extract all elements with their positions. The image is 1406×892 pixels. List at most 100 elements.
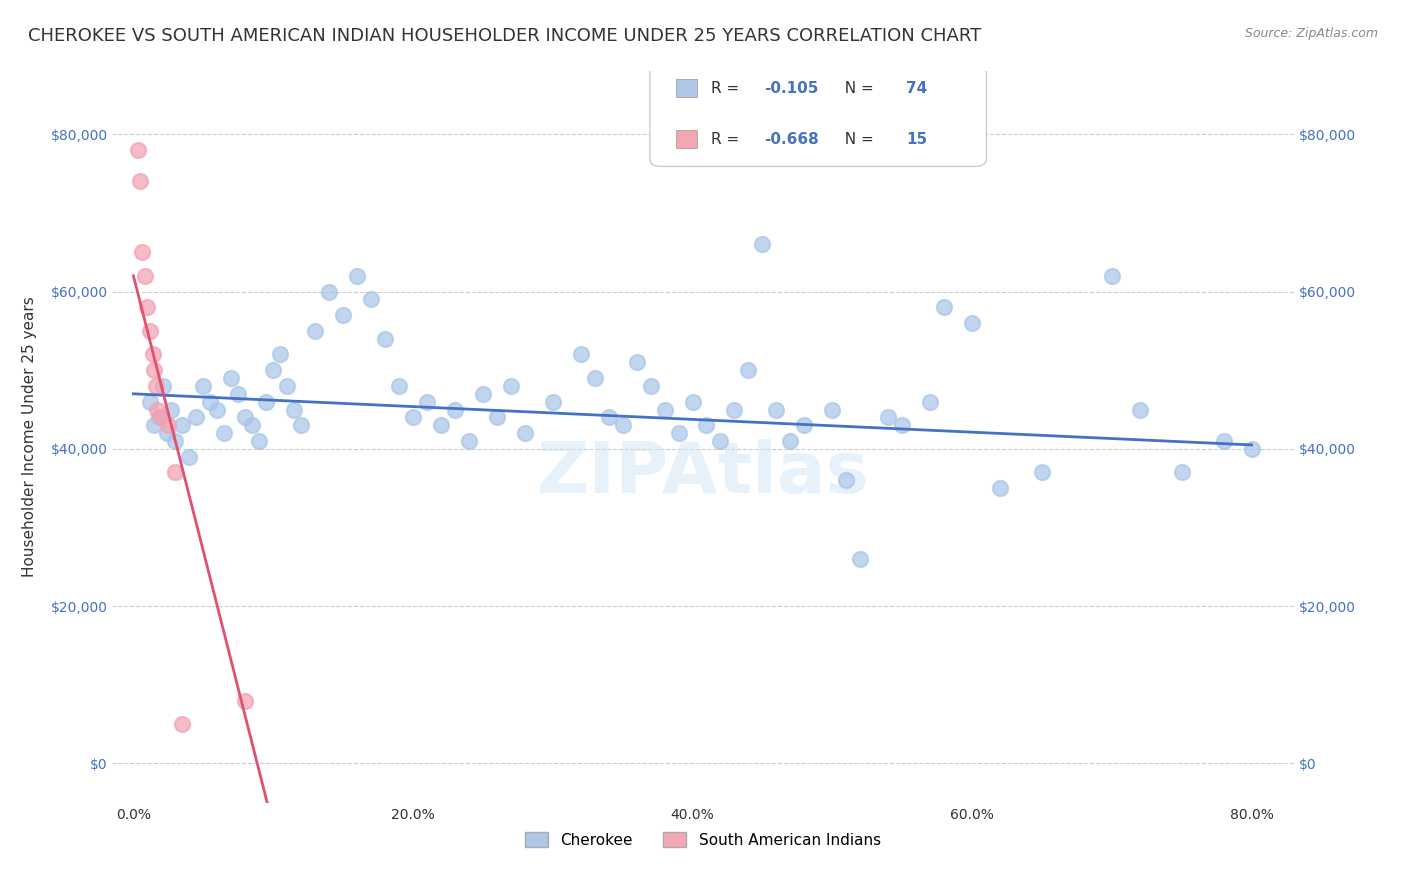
Point [960, 316, 983, 330]
Text: N =: N = [835, 132, 879, 147]
Point [346, 268, 368, 283]
Text: R =  -0.105   N = 74: R = -0.105 N = 74 [721, 110, 889, 128]
Point [1240, 442, 1263, 456]
Point [402, 410, 425, 425]
Point [240, 418, 263, 433]
Point [513, 426, 536, 441]
Point [598, 410, 620, 425]
Point [1101, 268, 1123, 283]
Point [737, 363, 759, 377]
Point [165, 434, 187, 448]
Text: R = -0.105: R = -0.105 [721, 110, 810, 128]
Text: 15: 15 [905, 132, 928, 147]
Point [143, 363, 166, 377]
Text: -0.105: -0.105 [765, 80, 818, 95]
Point [142, 347, 165, 361]
Point [891, 418, 914, 433]
Point [388, 379, 411, 393]
Point [165, 466, 187, 480]
Point [304, 324, 326, 338]
Point [877, 410, 900, 425]
Point [1129, 402, 1152, 417]
Point [332, 308, 354, 322]
Point [723, 402, 745, 417]
Point [226, 387, 249, 401]
Point [157, 418, 180, 433]
Point [416, 394, 439, 409]
Point [276, 379, 298, 393]
Point [179, 450, 201, 464]
Legend: Cherokee, South American Indians: Cherokee, South American Indians [519, 825, 887, 854]
Point [988, 481, 1011, 495]
Point [200, 394, 222, 409]
Point [247, 434, 270, 448]
Point [457, 434, 479, 448]
Point [129, 174, 152, 188]
Text: ZIPAtlas: ZIPAtlas [537, 439, 869, 508]
Point [233, 693, 256, 707]
Point [682, 394, 704, 409]
Point [360, 293, 382, 307]
Point [145, 379, 167, 393]
Point [583, 371, 606, 385]
Point [233, 410, 256, 425]
Point [626, 355, 648, 369]
Point [139, 324, 162, 338]
Point [612, 418, 634, 433]
Point [765, 402, 787, 417]
FancyBboxPatch shape [650, 64, 987, 167]
Point [1170, 466, 1192, 480]
Point [485, 410, 508, 425]
Point [471, 387, 494, 401]
Point [269, 347, 291, 361]
Point [920, 394, 942, 409]
Point [262, 363, 284, 377]
Point [779, 434, 801, 448]
Text: CHEROKEE VS SOUTH AMERICAN INDIAN HOUSEHOLDER INCOME UNDER 25 YEARS CORRELATION : CHEROKEE VS SOUTH AMERICAN INDIAN HOUSEH… [28, 27, 981, 45]
Point [143, 418, 166, 433]
Point [932, 301, 955, 315]
Point [751, 237, 773, 252]
Point [219, 371, 242, 385]
Point [193, 379, 215, 393]
Point [131, 245, 153, 260]
Point [172, 717, 194, 731]
Point [160, 402, 183, 417]
Point [499, 379, 522, 393]
Point [374, 332, 396, 346]
Point [695, 418, 717, 433]
Point [444, 402, 467, 417]
Text: -0.668: -0.668 [765, 132, 820, 147]
Point [709, 434, 731, 448]
Point [793, 418, 815, 433]
Point [1031, 466, 1053, 480]
Point [136, 301, 159, 315]
Text: R =: R = [711, 132, 744, 147]
Point [254, 394, 277, 409]
FancyBboxPatch shape [676, 78, 697, 97]
Point [172, 418, 194, 433]
Point [1212, 434, 1234, 448]
Point [186, 410, 208, 425]
Text: 74: 74 [905, 80, 928, 95]
Y-axis label: Householder Income Under 25 years: Householder Income Under 25 years [21, 297, 37, 577]
Point [640, 379, 662, 393]
Point [148, 410, 170, 425]
Point [127, 143, 149, 157]
Point [821, 402, 844, 417]
Point [668, 426, 690, 441]
Point [156, 426, 179, 441]
Point [849, 552, 872, 566]
Point [139, 394, 162, 409]
Point [207, 402, 229, 417]
Point [146, 402, 169, 417]
Point [430, 418, 453, 433]
Point [134, 268, 156, 283]
Point [214, 426, 236, 441]
Text: Source: ZipAtlas.com: Source: ZipAtlas.com [1244, 27, 1378, 40]
Point [569, 347, 592, 361]
Point [541, 394, 564, 409]
Point [318, 285, 340, 299]
Point [290, 418, 312, 433]
Point [654, 402, 676, 417]
